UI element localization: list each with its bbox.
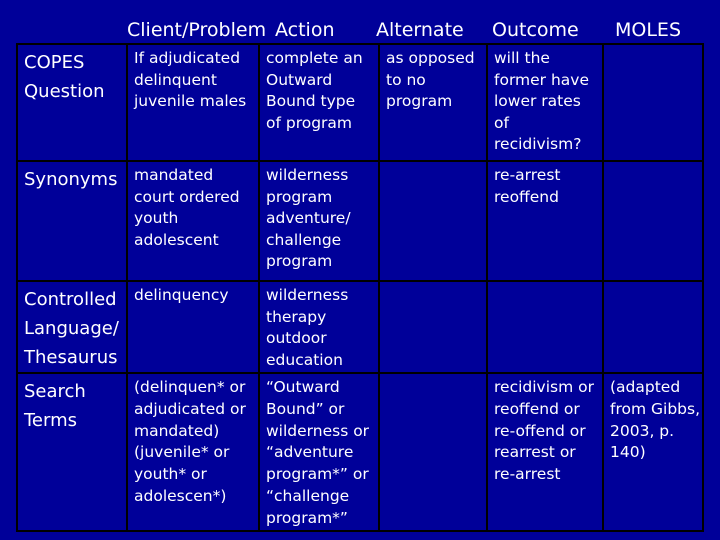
action-cell: wilderness therapy outdoor education (258, 280, 380, 374)
header-client-problem: Client/Problem (127, 19, 267, 41)
moles-cell: (adapted from Gibbs, 2003, p. 140) (602, 372, 704, 532)
cell-text-line: juvenile males (134, 92, 247, 110)
cell-text-line: recidivism? (494, 135, 582, 153)
row-label: COPES Question (16, 43, 128, 162)
cell-text-line: adolescent (134, 230, 219, 249)
row-label-line: Synonyms (24, 169, 118, 190)
copes-table: COPES Question If adjudicated delinquent juv… (16, 43, 704, 532)
cell-text-line: therapy (266, 307, 327, 326)
cell-text-line: 140) (610, 443, 646, 462)
action-cell: “Outward Bound” or wilderness or “adventure… (258, 372, 380, 532)
outcome-cell (486, 280, 604, 374)
cell-text-line: “adventure (266, 443, 354, 462)
row-label: Controlled Language/Thesaurus (16, 280, 128, 374)
row-label: Search Terms (16, 372, 128, 532)
cell-text-line: program (266, 187, 333, 206)
cell-text-line: delinquent (134, 70, 217, 89)
cell-text-line: of (494, 113, 509, 132)
cell-text-line: challenge (266, 230, 342, 249)
cell-text-line: wilderness or (266, 421, 370, 440)
cell-text-line: reoffend (494, 187, 559, 206)
moles-cell (602, 43, 704, 162)
alternate-cell (378, 372, 488, 532)
cell-text-line: mandated) (134, 421, 220, 440)
table-row-controlled-language: Controlled Language/Thesaurus delinquency w… (16, 280, 704, 374)
row-label-line: Thesaurus (24, 347, 118, 368)
row-label-line: Controlled (24, 289, 117, 310)
cell-text-line: lower rates (494, 92, 581, 110)
table-row-search-terms: Search Terms (delinquen* or adjudicated or m… (16, 372, 704, 532)
cell-text-line: mandated (134, 166, 214, 184)
cell-text-line: from Gibbs, (610, 399, 700, 418)
cell-text-line: program*” or (266, 465, 369, 484)
alternate-cell (378, 280, 488, 374)
cell-text-line: youth (134, 209, 179, 227)
moles-cell (602, 160, 704, 282)
cell-text-line: of program (266, 113, 353, 132)
row-label-line: Search (24, 381, 86, 402)
action-cell: wilderness program adventure/challenge prog… (258, 160, 380, 282)
cell-text-line: wilderness (266, 286, 349, 304)
cell-text-line: Bound type (266, 92, 356, 110)
cell-text-line: adjudicated or (134, 399, 246, 418)
action-cell: complete an Outward Bound type of program (258, 43, 380, 162)
cell-text-line: If adjudicated (134, 49, 241, 67)
cell-text-line: complete an (266, 49, 363, 67)
cell-text-line: (delinquen* or (134, 378, 246, 396)
cell-text-line: adventure/ (266, 209, 351, 227)
cell-text-line: re-arrest (494, 166, 561, 184)
alternate-cell (378, 160, 488, 282)
cell-text-line: program (266, 252, 333, 270)
header-alternate: Alternate (376, 19, 464, 41)
moles-cell (602, 280, 704, 374)
outcome-cell: recidivism or reoffend or re-offend or rear… (486, 372, 604, 532)
cell-text-line: “challenge (266, 486, 350, 505)
cell-text-line: youth* or (134, 465, 207, 484)
cell-text-line: will the (494, 49, 550, 67)
cell-text-line: as opposed (386, 49, 475, 67)
cell-text-line: outdoor (266, 329, 327, 347)
client-problem-cell: (delinquen* or adjudicated or mandated) (ju… (126, 372, 260, 532)
cell-text-line: education (266, 350, 343, 369)
cell-text-line: adolescen*) (134, 486, 227, 505)
row-label: Synonyms (16, 160, 128, 282)
table-row-copes-question: COPES Question If adjudicated delinquent juv… (16, 43, 704, 162)
cell-text-line: rearrest or (494, 443, 576, 462)
cell-text-line: program (386, 92, 453, 110)
header-outcome: Outcome (492, 19, 579, 41)
row-label-line: Language/ (24, 318, 119, 339)
cell-text-line: “Outward (266, 378, 340, 396)
row-label-line: Question (24, 81, 105, 102)
outcome-cell: re-arrest reoffend (486, 160, 604, 282)
client-problem-cell: delinquency (126, 280, 260, 374)
cell-text-line: delinquency (134, 286, 229, 304)
cell-text-line: wilderness (266, 166, 349, 184)
cell-text-line: reoffend or (494, 399, 580, 418)
row-label-line: COPES (24, 52, 85, 73)
cell-text-line: program*” (266, 508, 348, 527)
cell-text-line: 2003, p. (610, 421, 675, 440)
client-problem-cell: If adjudicated delinquent juvenile males (126, 43, 260, 162)
table-row-synonyms: Synonyms mandated court ordered youth adoles… (16, 160, 704, 282)
outcome-cell: will the former have lower rates of recidivi… (486, 43, 604, 162)
cell-text-line: recidivism or (494, 378, 594, 396)
client-problem-cell: mandated court ordered youth adolescent (126, 160, 260, 282)
row-label-line: Terms (24, 410, 78, 431)
header-action: Action (275, 19, 335, 41)
alternate-cell: as opposed to no program (378, 43, 488, 162)
cell-text-line: to no (386, 70, 426, 89)
cell-text-line: re-offend or (494, 421, 586, 440)
cell-text-line: Bound” or (266, 399, 345, 418)
cell-text-line: (juvenile* or (134, 443, 230, 462)
cell-text-line: former have (494, 70, 590, 89)
cell-text-line: re-arrest (494, 465, 561, 484)
cell-text-line: (adapted (610, 378, 681, 396)
cell-text-line: Outward (266, 70, 333, 89)
cell-text-line: court ordered (134, 187, 240, 206)
header-moles: MOLES (615, 19, 681, 41)
